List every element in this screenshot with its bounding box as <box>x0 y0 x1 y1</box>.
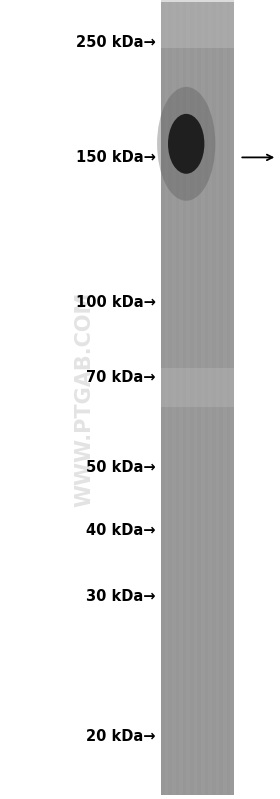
Text: 250 kDa→: 250 kDa→ <box>76 35 155 50</box>
Text: 40 kDa→: 40 kDa→ <box>86 523 155 538</box>
Text: 30 kDa→: 30 kDa→ <box>86 590 155 604</box>
Bar <box>197 2 201 795</box>
Bar <box>165 2 168 795</box>
Text: 70 kDa→: 70 kDa→ <box>86 371 155 385</box>
Bar <box>208 2 212 795</box>
Bar <box>161 2 165 795</box>
Bar <box>194 2 197 795</box>
Bar <box>168 2 172 795</box>
Text: WWW.PTGAB.COM: WWW.PTGAB.COM <box>74 292 94 507</box>
Bar <box>205 2 208 795</box>
Bar <box>172 2 176 795</box>
Bar <box>186 2 190 795</box>
Text: 50 kDa→: 50 kDa→ <box>86 460 155 475</box>
Bar <box>223 2 227 795</box>
Bar <box>161 368 234 407</box>
Bar <box>212 2 216 795</box>
Bar <box>219 2 223 795</box>
Bar <box>176 2 179 795</box>
Text: 100 kDa→: 100 kDa→ <box>76 295 155 309</box>
Text: 150 kDa→: 150 kDa→ <box>76 150 155 165</box>
Bar <box>183 2 186 795</box>
Bar <box>179 2 183 795</box>
Bar <box>227 2 230 795</box>
Bar <box>161 0 234 48</box>
Ellipse shape <box>157 87 215 201</box>
Bar <box>216 2 219 795</box>
Bar <box>230 2 234 795</box>
Text: 20 kDa→: 20 kDa→ <box>86 729 155 744</box>
Ellipse shape <box>168 114 204 174</box>
Bar <box>201 2 205 795</box>
Bar <box>161 2 234 795</box>
Bar <box>190 2 194 795</box>
